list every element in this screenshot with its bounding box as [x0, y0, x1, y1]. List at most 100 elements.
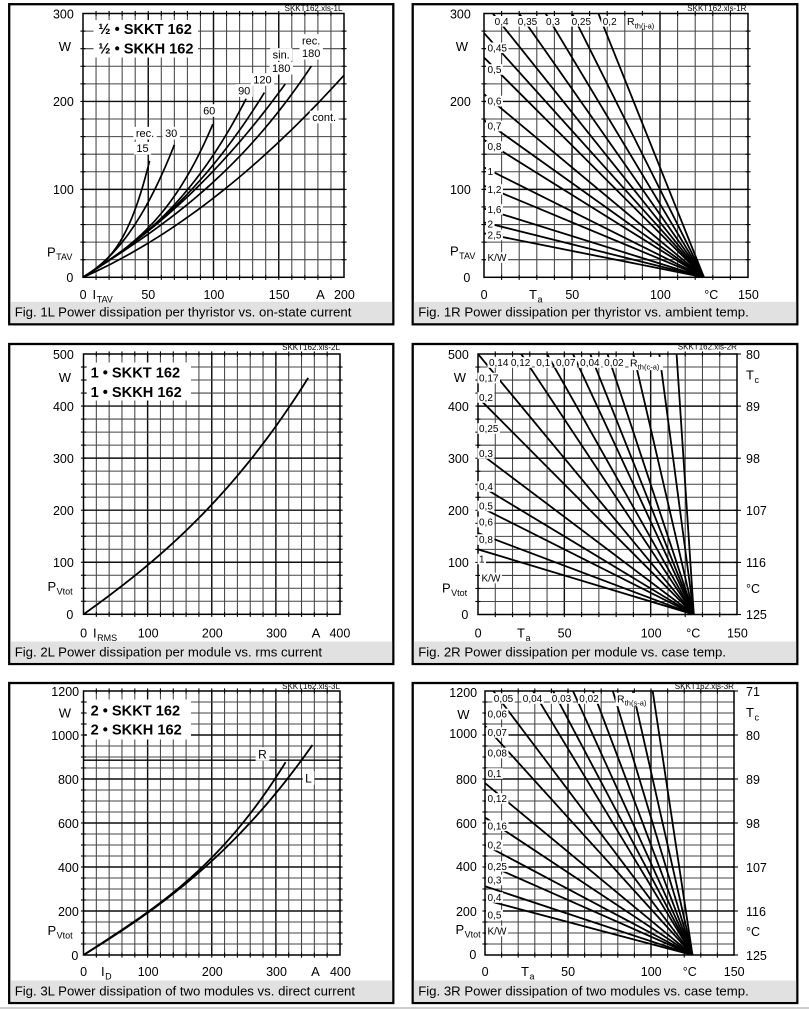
svg-text:1: 1	[488, 167, 494, 178]
svg-text:0,12: 0,12	[488, 794, 508, 805]
svg-text:0,02: 0,02	[579, 694, 599, 705]
svg-text:180: 180	[302, 48, 320, 60]
svg-text:500: 500	[53, 348, 74, 362]
svg-text:SKKT162.xls-1L: SKKT162.xls-1L	[285, 4, 343, 13]
svg-text:0,3: 0,3	[479, 449, 493, 460]
svg-text:200: 200	[53, 504, 74, 518]
svg-text:cont.: cont.	[312, 112, 336, 124]
svg-text:200: 200	[58, 905, 79, 919]
svg-text:200: 200	[448, 504, 469, 518]
svg-text:P: P	[47, 245, 56, 260]
svg-text:K/W: K/W	[482, 574, 501, 585]
svg-text:th(c-a): th(c-a)	[638, 362, 660, 371]
svg-text:100: 100	[53, 556, 74, 570]
svg-text:K/W: K/W	[488, 253, 507, 264]
svg-text:0,07: 0,07	[556, 358, 576, 369]
svg-text:TAV: TAV	[56, 252, 72, 262]
svg-text:°C: °C	[686, 626, 700, 640]
svg-text:400: 400	[456, 860, 477, 874]
svg-text:116: 116	[746, 905, 766, 919]
svg-text:1: 1	[479, 555, 485, 566]
svg-text:0: 0	[482, 965, 489, 979]
svg-text:15: 15	[136, 143, 148, 155]
svg-text:800: 800	[58, 773, 79, 787]
svg-text:0,5: 0,5	[488, 911, 502, 922]
svg-text:150: 150	[727, 626, 748, 640]
svg-text:100: 100	[641, 626, 662, 640]
svg-text:T: T	[521, 964, 529, 979]
svg-text:a: a	[537, 294, 542, 304]
svg-text:0,4: 0,4	[488, 893, 502, 904]
svg-text:89: 89	[746, 400, 760, 414]
svg-text:W: W	[59, 39, 72, 54]
svg-text:0,8: 0,8	[479, 535, 493, 546]
svg-text:Vtot: Vtot	[57, 930, 74, 940]
svg-text:Vtot: Vtot	[451, 588, 468, 598]
svg-text:50: 50	[565, 288, 579, 302]
svg-text:0,1: 0,1	[488, 769, 502, 780]
svg-text:98: 98	[746, 452, 760, 466]
svg-text:A: A	[316, 287, 325, 302]
svg-text:SKKT162.xls-3R: SKKT162.xls-3R	[675, 682, 734, 691]
svg-text:½ • SKKT 162: ½ • SKKT 162	[98, 22, 192, 38]
svg-text:0: 0	[463, 271, 470, 285]
svg-text:T: T	[529, 287, 537, 302]
svg-text:300: 300	[53, 7, 74, 21]
svg-text:P: P	[456, 922, 465, 937]
svg-text:0,12: 0,12	[511, 358, 531, 369]
svg-text:½ • SKKH 162: ½ • SKKH 162	[98, 42, 193, 58]
svg-text:800: 800	[456, 773, 477, 787]
svg-text:1200: 1200	[51, 685, 79, 699]
svg-text:100: 100	[450, 183, 471, 197]
svg-text:200: 200	[202, 626, 223, 640]
svg-text:80: 80	[746, 348, 760, 362]
svg-text:0,06: 0,06	[488, 710, 508, 721]
svg-text:500: 500	[448, 348, 469, 362]
svg-text:P: P	[450, 244, 459, 259]
svg-text:TAV: TAV	[97, 294, 113, 304]
svg-text:0: 0	[71, 949, 78, 963]
svg-text:50: 50	[558, 626, 572, 640]
svg-text:1200: 1200	[449, 686, 477, 700]
svg-text:0: 0	[66, 608, 73, 622]
svg-text:SKKT162.xls-2R: SKKT162.xls-2R	[678, 342, 737, 351]
svg-text:I: I	[101, 964, 105, 979]
svg-text:120: 120	[253, 74, 271, 86]
svg-text:100: 100	[53, 183, 74, 197]
svg-text:0: 0	[475, 626, 482, 640]
svg-text:Fig. 1L Power dissipation per: Fig. 1L Power dissipation per thyristor …	[15, 305, 352, 320]
svg-text:SKKT162.xls-2L: SKKT162.xls-2L	[282, 343, 340, 352]
svg-text:SKKT162.xls-3L: SKKT162.xls-3L	[282, 682, 340, 691]
svg-text:I: I	[93, 626, 97, 641]
svg-text:0,1: 0,1	[536, 358, 550, 369]
svg-text:300: 300	[450, 7, 471, 21]
svg-text:107: 107	[746, 504, 767, 518]
svg-text:0,17: 0,17	[479, 374, 499, 385]
svg-text:300: 300	[448, 452, 469, 466]
svg-text:30: 30	[165, 128, 177, 140]
svg-text:1000: 1000	[449, 727, 477, 741]
svg-text:0,4: 0,4	[495, 17, 509, 28]
svg-text:0: 0	[469, 948, 476, 962]
svg-text:Vtot: Vtot	[465, 929, 482, 939]
svg-text:0: 0	[80, 965, 87, 979]
svg-text:200: 200	[456, 905, 477, 919]
svg-text:400: 400	[58, 861, 79, 875]
svg-text:300: 300	[53, 452, 74, 466]
svg-text:0: 0	[80, 626, 87, 640]
svg-text:50: 50	[141, 288, 155, 302]
svg-text:R: R	[627, 16, 635, 28]
svg-text:W: W	[457, 707, 470, 722]
svg-text:0,02: 0,02	[604, 358, 624, 369]
svg-text:0,04: 0,04	[580, 358, 600, 369]
svg-text:1,2: 1,2	[488, 185, 502, 196]
svg-text:c: c	[754, 712, 759, 722]
svg-text:0,8: 0,8	[488, 142, 502, 153]
svg-text:0,6: 0,6	[479, 518, 493, 529]
svg-text:400: 400	[329, 626, 350, 640]
svg-text:T: T	[517, 626, 525, 641]
svg-text:W: W	[59, 370, 72, 385]
svg-text:RMS: RMS	[97, 633, 117, 643]
svg-text:P: P	[442, 581, 451, 596]
svg-text:200: 200	[334, 288, 355, 302]
